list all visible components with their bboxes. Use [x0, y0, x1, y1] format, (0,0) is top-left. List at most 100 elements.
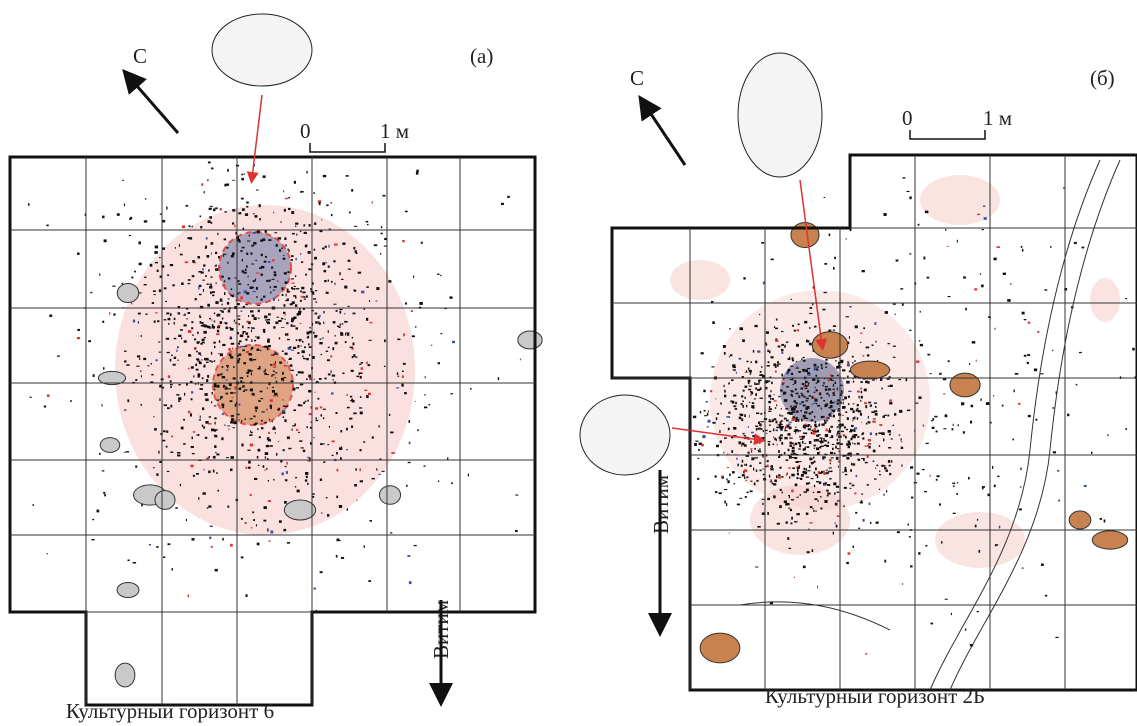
find	[243, 228, 245, 230]
find	[879, 424, 882, 426]
find	[803, 448, 806, 450]
find	[263, 331, 265, 333]
find	[302, 292, 305, 294]
find	[823, 400, 825, 401]
find	[349, 418, 352, 420]
find	[792, 395, 793, 398]
find	[932, 427, 935, 429]
find	[296, 387, 299, 388]
find	[715, 475, 717, 477]
find	[829, 478, 832, 479]
find	[835, 503, 838, 506]
find	[172, 568, 174, 570]
find	[315, 321, 318, 323]
north-label: С	[133, 44, 147, 68]
find	[274, 232, 277, 233]
find	[986, 402, 989, 405]
find	[1024, 319, 1027, 320]
find	[848, 441, 851, 443]
find	[328, 347, 330, 348]
find	[728, 383, 730, 385]
hearth	[213, 345, 293, 425]
find	[1040, 373, 1043, 374]
find	[353, 247, 355, 250]
find	[760, 371, 762, 373]
find	[348, 269, 351, 270]
find	[977, 611, 979, 612]
find	[206, 362, 209, 363]
find	[314, 588, 316, 590]
find	[281, 248, 283, 249]
find	[853, 403, 855, 404]
find	[294, 286, 296, 287]
find	[203, 264, 205, 266]
find	[192, 335, 194, 336]
find	[239, 240, 241, 242]
find	[930, 373, 932, 374]
find	[1003, 273, 1006, 275]
find	[348, 260, 351, 262]
find	[903, 177, 906, 178]
find	[857, 459, 860, 461]
find	[835, 401, 836, 402]
find	[833, 482, 836, 485]
find	[303, 402, 305, 404]
find	[701, 352, 704, 354]
find	[127, 399, 129, 402]
find	[141, 335, 142, 337]
find	[261, 420, 263, 422]
find	[1045, 595, 1047, 597]
find	[883, 438, 884, 441]
find	[742, 339, 745, 342]
find	[794, 380, 796, 382]
find	[861, 494, 863, 495]
find	[972, 341, 975, 343]
find	[299, 440, 302, 442]
find	[971, 405, 974, 408]
find	[275, 372, 277, 373]
find	[283, 258, 285, 260]
find	[238, 283, 241, 285]
find	[188, 354, 191, 357]
find	[328, 266, 330, 268]
find	[872, 345, 874, 346]
find	[820, 446, 821, 447]
find	[780, 422, 782, 425]
find	[800, 478, 802, 480]
find	[848, 396, 850, 398]
find	[296, 429, 298, 431]
find	[848, 391, 851, 392]
find	[808, 382, 809, 384]
find	[341, 557, 344, 559]
find	[221, 276, 223, 278]
find	[306, 476, 308, 478]
find	[172, 284, 174, 286]
find	[245, 339, 247, 341]
find	[367, 224, 369, 225]
find	[778, 474, 780, 476]
find	[273, 371, 275, 372]
find	[812, 430, 813, 431]
find	[264, 316, 267, 319]
find	[176, 350, 177, 352]
find	[202, 339, 205, 342]
artifact-drawing	[738, 53, 822, 177]
find	[193, 431, 196, 432]
find	[238, 343, 240, 345]
find	[141, 375, 142, 377]
find	[759, 442, 761, 444]
find	[307, 483, 308, 485]
find	[759, 462, 761, 464]
find	[408, 462, 411, 463]
find	[925, 545, 927, 547]
find	[254, 317, 257, 320]
find	[923, 425, 924, 427]
find	[153, 416, 154, 417]
find	[178, 360, 179, 361]
find	[230, 400, 233, 402]
find	[743, 390, 745, 392]
find	[139, 263, 142, 266]
find	[252, 315, 255, 317]
find	[846, 457, 849, 460]
find	[854, 429, 856, 432]
